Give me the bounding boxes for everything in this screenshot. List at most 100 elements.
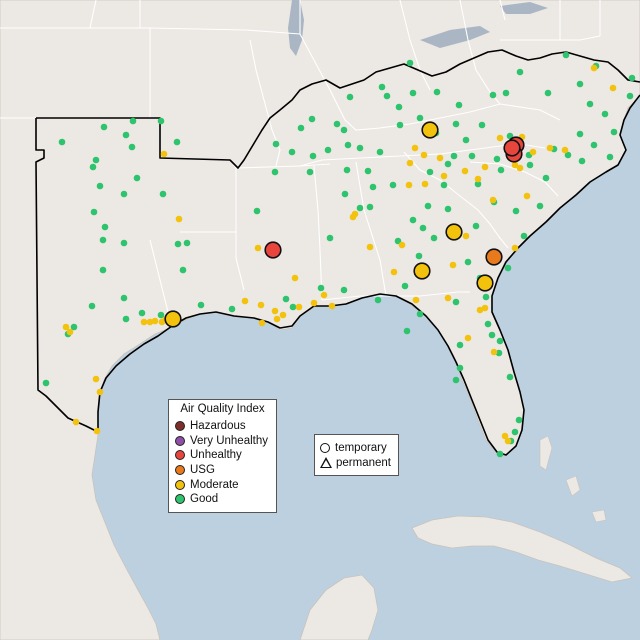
station-marker[interactable] [452,376,460,384]
station-marker[interactable] [506,373,514,381]
station-marker-large[interactable] [503,139,521,157]
station-marker[interactable] [138,309,146,317]
station-marker[interactable] [529,148,537,156]
station-marker[interactable] [297,124,305,132]
station-marker[interactable] [378,83,386,91]
station-marker[interactable] [542,174,550,182]
station-marker[interactable] [271,168,279,176]
station-marker[interactable] [456,364,464,372]
station-marker[interactable] [295,303,303,311]
station-marker[interactable] [317,284,325,292]
station-marker[interactable] [122,131,130,139]
station-marker[interactable] [42,379,50,387]
station-marker[interactable] [406,59,414,67]
station-marker[interactable] [601,110,609,118]
station-marker[interactable] [99,236,107,244]
station-marker[interactable] [356,204,364,212]
station-marker[interactable] [100,123,108,131]
station-marker[interactable] [415,252,423,260]
station-marker[interactable] [394,237,402,245]
station-marker-large[interactable] [413,262,431,280]
station-marker[interactable] [151,317,159,325]
station-marker[interactable] [501,432,509,440]
station-marker[interactable] [366,243,374,251]
station-marker[interactable] [140,318,148,326]
station-marker[interactable] [253,207,261,215]
station-marker[interactable] [289,303,297,311]
station-marker[interactable] [96,388,104,396]
station-marker[interactable] [472,222,480,230]
station-marker[interactable] [175,215,183,223]
station-marker[interactable] [89,163,97,171]
station-marker[interactable] [396,121,404,129]
station-marker[interactable] [356,144,364,152]
station-marker[interactable] [409,216,417,224]
station-marker[interactable] [326,234,334,242]
station-marker[interactable] [88,302,96,310]
station-marker[interactable] [481,304,489,312]
station-marker[interactable] [496,450,504,458]
station-marker[interactable] [516,164,524,172]
station-marker[interactable] [515,416,523,424]
station-marker[interactable] [504,437,512,445]
station-marker-large[interactable] [445,223,463,241]
station-marker[interactable] [288,148,296,156]
station-marker[interactable] [609,84,617,92]
station-marker[interactable] [122,315,130,323]
station-marker[interactable] [489,196,497,204]
station-marker[interactable] [403,327,411,335]
station-marker[interactable] [92,156,100,164]
station-marker[interactable] [497,166,505,174]
station-marker[interactable] [502,89,510,97]
station-marker[interactable] [456,341,464,349]
station-marker[interactable] [282,295,290,303]
station-marker[interactable] [520,232,528,240]
station-marker[interactable] [461,167,469,175]
station-marker[interactable] [369,183,377,191]
station-marker[interactable] [452,298,460,306]
station-marker[interactable] [340,286,348,294]
station-marker[interactable] [320,291,328,299]
station-marker[interactable] [120,294,128,302]
station-marker[interactable] [482,293,490,301]
station-marker[interactable] [343,166,351,174]
station-marker[interactable] [346,93,354,101]
station-marker[interactable] [272,140,280,148]
station-marker[interactable] [257,301,265,309]
station-marker[interactable] [159,190,167,198]
station-marker[interactable] [405,181,413,189]
station-marker[interactable] [374,296,382,304]
station-marker[interactable] [462,136,470,144]
station-marker[interactable] [401,282,409,290]
station-marker[interactable] [504,264,512,272]
station-marker[interactable] [93,427,101,435]
station-marker[interactable] [157,117,165,125]
station-marker-large[interactable] [476,274,494,292]
station-marker[interactable] [241,297,249,305]
station-marker[interactable] [496,134,504,142]
station-marker[interactable] [364,167,372,175]
station-marker[interactable] [562,51,570,59]
station-marker[interactable] [474,180,482,188]
station-marker[interactable] [58,138,66,146]
station-marker[interactable] [419,224,427,232]
station-marker[interactable] [129,117,137,125]
station-marker[interactable] [306,168,314,176]
station-marker[interactable] [389,181,397,189]
station-marker[interactable] [536,202,544,210]
station-marker[interactable] [464,258,472,266]
station-marker[interactable] [586,100,594,108]
station-marker[interactable] [426,168,434,176]
station-marker[interactable] [544,89,552,97]
station-marker[interactable] [496,337,504,345]
station-marker[interactable] [564,151,572,159]
station-marker[interactable] [146,318,154,326]
station-marker[interactable] [174,240,182,248]
station-marker[interactable] [512,207,520,215]
station-marker[interactable] [478,121,486,129]
station-marker[interactable] [412,296,420,304]
station-marker[interactable] [462,232,470,240]
station-marker-large[interactable] [485,248,503,266]
station-marker[interactable] [430,234,438,242]
station-marker[interactable] [606,153,614,161]
